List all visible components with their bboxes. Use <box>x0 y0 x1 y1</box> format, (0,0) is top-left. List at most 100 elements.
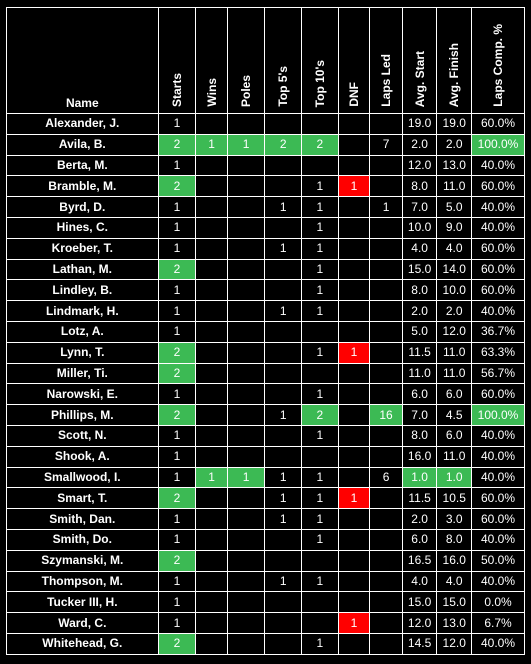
cell-top10: 1 <box>301 300 339 322</box>
cell-avg-start: 8.0 <box>401 175 438 198</box>
cell-laps-comp: 60.0% <box>471 258 525 281</box>
cell-wins <box>195 445 228 468</box>
cell-avg-finish: 13.0 <box>436 612 472 634</box>
cell-top5 <box>264 445 303 468</box>
cell-name: Berta, M. <box>6 154 159 177</box>
cell-top5 <box>264 320 303 343</box>
cell-name: Smart, T. <box>6 487 159 510</box>
table-row: Lindmark, H. 1 1 1 2.0 2.0 40.0% <box>6 300 525 322</box>
table-row: Avila, B. 2 1 1 2 2 7 2.0 2.0 100.0% <box>6 133 525 156</box>
cell-top5 <box>264 591 303 614</box>
cell-name: Tucker III, H. <box>6 591 159 614</box>
cell-wins <box>195 113 228 135</box>
cell-poles <box>226 508 266 530</box>
cell-wins <box>195 508 228 530</box>
cell-wins <box>195 404 228 426</box>
table-row: Miller, Ti. 2 11.0 11.0 56.7% <box>6 362 525 385</box>
cell-name: Smith, Dan. <box>6 508 159 530</box>
cell-starts: 1 <box>157 570 197 593</box>
cell-top10: 1 <box>301 279 339 302</box>
cell-wins <box>195 632 228 655</box>
table-row: Scott, N. 1 1 8.0 6.0 40.0% <box>6 424 525 447</box>
cell-top5: 1 <box>264 570 303 593</box>
cell-top10: 1 <box>301 487 339 510</box>
cell-name: Scott, N. <box>6 424 159 447</box>
cell-laps-led <box>369 383 403 406</box>
cell-starts: 2 <box>157 258 197 281</box>
cell-laps-comp: 40.0% <box>471 424 525 447</box>
cell-laps-led <box>369 612 403 634</box>
cell-laps-led <box>369 528 403 551</box>
cell-top10 <box>301 612 339 634</box>
cell-avg-finish: 4.0 <box>436 570 472 593</box>
header-row: Name Starts Wins Poles Top 5's Top 10's … <box>6 7 525 114</box>
cell-dnf <box>337 300 371 322</box>
cell-dnf <box>337 570 371 593</box>
cell-dnf <box>337 591 371 614</box>
cell-wins <box>195 424 228 447</box>
cell-avg-start: 2.0 <box>401 508 438 530</box>
cell-top10: 1 <box>301 528 339 551</box>
cell-top10 <box>301 445 339 468</box>
cell-starts: 1 <box>157 216 197 239</box>
cell-avg-finish: 5.0 <box>436 196 472 218</box>
cell-laps-led <box>369 487 403 510</box>
cell-starts: 1 <box>157 508 197 530</box>
cell-avg-start: 6.0 <box>401 528 438 551</box>
cell-top5: 1 <box>264 487 303 510</box>
cell-laps-comp: 60.0% <box>471 279 525 302</box>
cell-avg-start: 7.0 <box>401 404 438 426</box>
cell-laps-led <box>369 237 403 260</box>
cell-top10 <box>301 591 339 614</box>
cell-top5 <box>264 279 303 302</box>
cell-dnf <box>337 133 371 156</box>
cell-laps-comp: 6.7% <box>471 612 525 634</box>
cell-wins <box>195 362 228 385</box>
cell-name: Smith, Do. <box>6 528 159 551</box>
table-row: Berta, M. 1 12.0 13.0 40.0% <box>6 154 525 177</box>
cell-top10: 1 <box>301 341 339 364</box>
table-row: Narowski, E. 1 1 6.0 6.0 60.0% <box>6 383 525 406</box>
cell-name: Phillips, M. <box>6 404 159 426</box>
cell-avg-finish: 1.0 <box>436 466 472 489</box>
cell-dnf: 1 <box>337 175 371 198</box>
cell-laps-comp: 56.7% <box>471 362 525 385</box>
col-header-laps-led: Laps Led <box>369 7 403 114</box>
cell-name: Lathan, M. <box>6 258 159 281</box>
cell-top10: 1 <box>301 424 339 447</box>
cell-avg-finish: 14.0 <box>436 258 472 281</box>
cell-laps-led <box>369 424 403 447</box>
cell-top5 <box>264 113 303 135</box>
cell-avg-finish: 10.0 <box>436 279 472 302</box>
col-header-top10: Top 10's <box>301 7 339 114</box>
cell-laps-comp: 100.0% <box>471 404 525 426</box>
cell-laps-led: 7 <box>369 133 403 156</box>
table-body: Alexander, J. 1 19.0 19.0 60.0% Avila, B. 2 1 1 2… <box>6 113 525 655</box>
cell-top5: 1 <box>264 196 303 218</box>
cell-top5 <box>264 632 303 655</box>
table-row: Smith, Dan. 1 1 1 2.0 3.0 60.0% <box>6 508 525 530</box>
cell-poles <box>226 341 266 364</box>
cell-poles <box>226 362 266 385</box>
cell-poles: 1 <box>226 133 266 156</box>
cell-wins <box>195 341 228 364</box>
cell-laps-comp: 60.0% <box>471 487 525 510</box>
cell-poles <box>226 591 266 614</box>
cell-starts: 1 <box>157 383 197 406</box>
table-row: Smart, T. 2 1 1 1 11.5 10.5 60.0% <box>6 487 525 510</box>
cell-starts: 1 <box>157 320 197 343</box>
cell-name: Alexander, J. <box>6 113 159 135</box>
cell-name: Byrd, D. <box>6 196 159 218</box>
cell-wins <box>195 570 228 593</box>
cell-poles <box>226 632 266 655</box>
cell-poles <box>226 528 266 551</box>
cell-starts: 1 <box>157 466 197 489</box>
cell-poles <box>226 404 266 426</box>
cell-name: Avila, B. <box>6 133 159 156</box>
cell-avg-finish: 11.0 <box>436 445 472 468</box>
cell-dnf <box>337 362 371 385</box>
cell-top5 <box>264 216 303 239</box>
col-header-name: Name <box>6 7 159 114</box>
cell-dnf: 1 <box>337 612 371 634</box>
cell-starts: 1 <box>157 591 197 614</box>
